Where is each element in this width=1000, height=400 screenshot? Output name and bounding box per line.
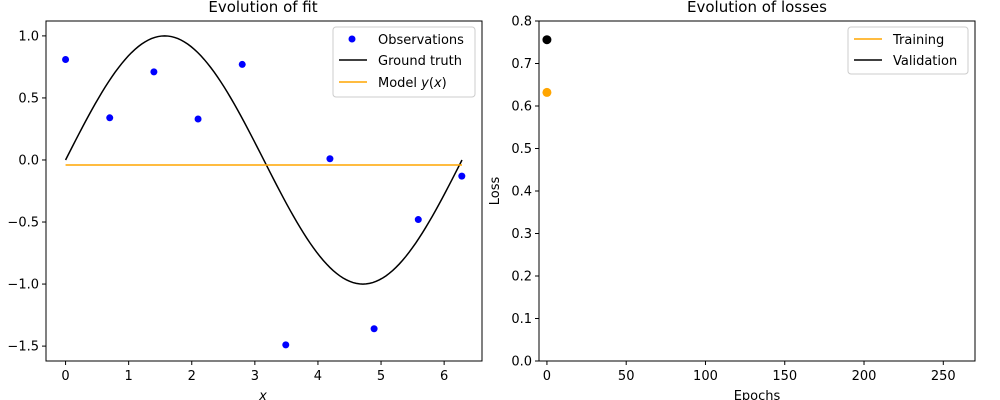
loss-y-ticks: 0.0 0.1 0.2 0.3 0.4 0.5 0.6 0.7 0.8 bbox=[511, 15, 539, 370]
observation-point bbox=[194, 115, 202, 123]
fit-x-tick-label: 6 bbox=[440, 369, 448, 384]
legend-model-label: Model y(x) bbox=[378, 76, 447, 91]
loss-y-tick-label: 0.2 bbox=[511, 270, 532, 285]
fit-x-tick-label: 0 bbox=[61, 369, 69, 384]
loss-plot-area bbox=[542, 35, 552, 97]
loss-x-tick-label: 250 bbox=[931, 369, 956, 384]
observation-point bbox=[62, 55, 70, 63]
fit-legend: Observations Ground truth Model y(x) bbox=[332, 26, 476, 98]
loss-x-tick-label: 200 bbox=[852, 369, 877, 384]
legend-observations-label: Observations bbox=[378, 33, 464, 48]
loss-x-tick-label: 50 bbox=[618, 369, 635, 384]
fit-x-tick-label: 3 bbox=[251, 369, 259, 384]
loss-y-tick-label: 0.3 bbox=[511, 227, 532, 242]
loss-y-tick-label: 0.4 bbox=[511, 185, 532, 200]
fit-x-tick-label: 1 bbox=[125, 369, 133, 384]
fit-y-tick-label: −1.0 bbox=[7, 278, 39, 293]
loss-title: Evolution of losses bbox=[687, 0, 827, 16]
ground-truth-curve bbox=[64, 35, 463, 285]
fit-y-tick-label: 1.0 bbox=[18, 29, 39, 44]
fit-x-ticks: 0 1 2 3 4 5 6 bbox=[61, 361, 448, 384]
validation-loss-point bbox=[542, 35, 552, 45]
observation-point bbox=[106, 114, 114, 122]
loss-y-tick-label: 0.5 bbox=[511, 142, 532, 157]
legend-validation-label: Validation bbox=[893, 54, 957, 69]
observation-point bbox=[282, 341, 290, 349]
observation-point bbox=[458, 172, 466, 180]
loss-panel: Evolution of losses 0 50 100 150 200 250 0.00… bbox=[488, 0, 976, 400]
observation-point bbox=[414, 216, 422, 224]
fit-plot-area bbox=[62, 35, 466, 349]
fit-x-tick-label: 5 bbox=[377, 369, 385, 384]
loss-x-tick-label: 0 bbox=[543, 369, 551, 384]
fit-y-tick-label: −1.5 bbox=[7, 340, 39, 355]
loss-legend: Training Validation bbox=[847, 26, 969, 75]
fit-axes-frame bbox=[45, 20, 483, 362]
fit-x-tick-label: 2 bbox=[188, 369, 196, 384]
observation-point bbox=[326, 155, 334, 163]
training-loss-point bbox=[542, 87, 552, 97]
loss-x-axis-label: Epochs bbox=[734, 389, 781, 400]
legend-training-label: Training bbox=[892, 33, 944, 48]
loss-axes-frame bbox=[538, 20, 976, 362]
fit-y-ticks: −1.5 −1.0 −0.5 0.0 0.5 1.0 bbox=[7, 29, 46, 355]
fit-title: Evolution of fit bbox=[208, 0, 317, 16]
fit-x-axis-label: x bbox=[258, 389, 267, 400]
loss-y-tick-label: 0.7 bbox=[511, 57, 532, 72]
loss-x-tick-label: 150 bbox=[772, 369, 797, 384]
observation-point bbox=[370, 325, 378, 333]
loss-y-tick-label: 0.6 bbox=[511, 100, 532, 115]
fit-legend-box bbox=[332, 26, 476, 98]
fit-panel: Evolution of fit 0 1 2 3 4 5 6 −1.5 −1.0 −0.5 0.0… bbox=[7, 0, 483, 400]
fit-y-tick-label: 0.5 bbox=[18, 91, 39, 106]
legend-observations-marker bbox=[348, 35, 356, 43]
observation-point bbox=[150, 68, 158, 76]
loss-y-tick-label: 0.1 bbox=[511, 312, 532, 327]
loss-y-axis-label: Loss bbox=[488, 177, 503, 206]
legend-ground-truth-label: Ground truth bbox=[378, 54, 462, 69]
loss-y-tick-label: 0.8 bbox=[511, 15, 532, 30]
fit-y-tick-label: −0.5 bbox=[7, 216, 39, 231]
observation-point bbox=[238, 60, 246, 68]
loss-x-ticks: 0 50 100 150 200 250 bbox=[543, 361, 956, 384]
fit-x-tick-label: 4 bbox=[314, 369, 322, 384]
loss-x-tick-label: 100 bbox=[693, 369, 718, 384]
loss-y-tick-label: 0.0 bbox=[511, 355, 532, 370]
fit-y-tick-label: 0.0 bbox=[18, 153, 39, 168]
